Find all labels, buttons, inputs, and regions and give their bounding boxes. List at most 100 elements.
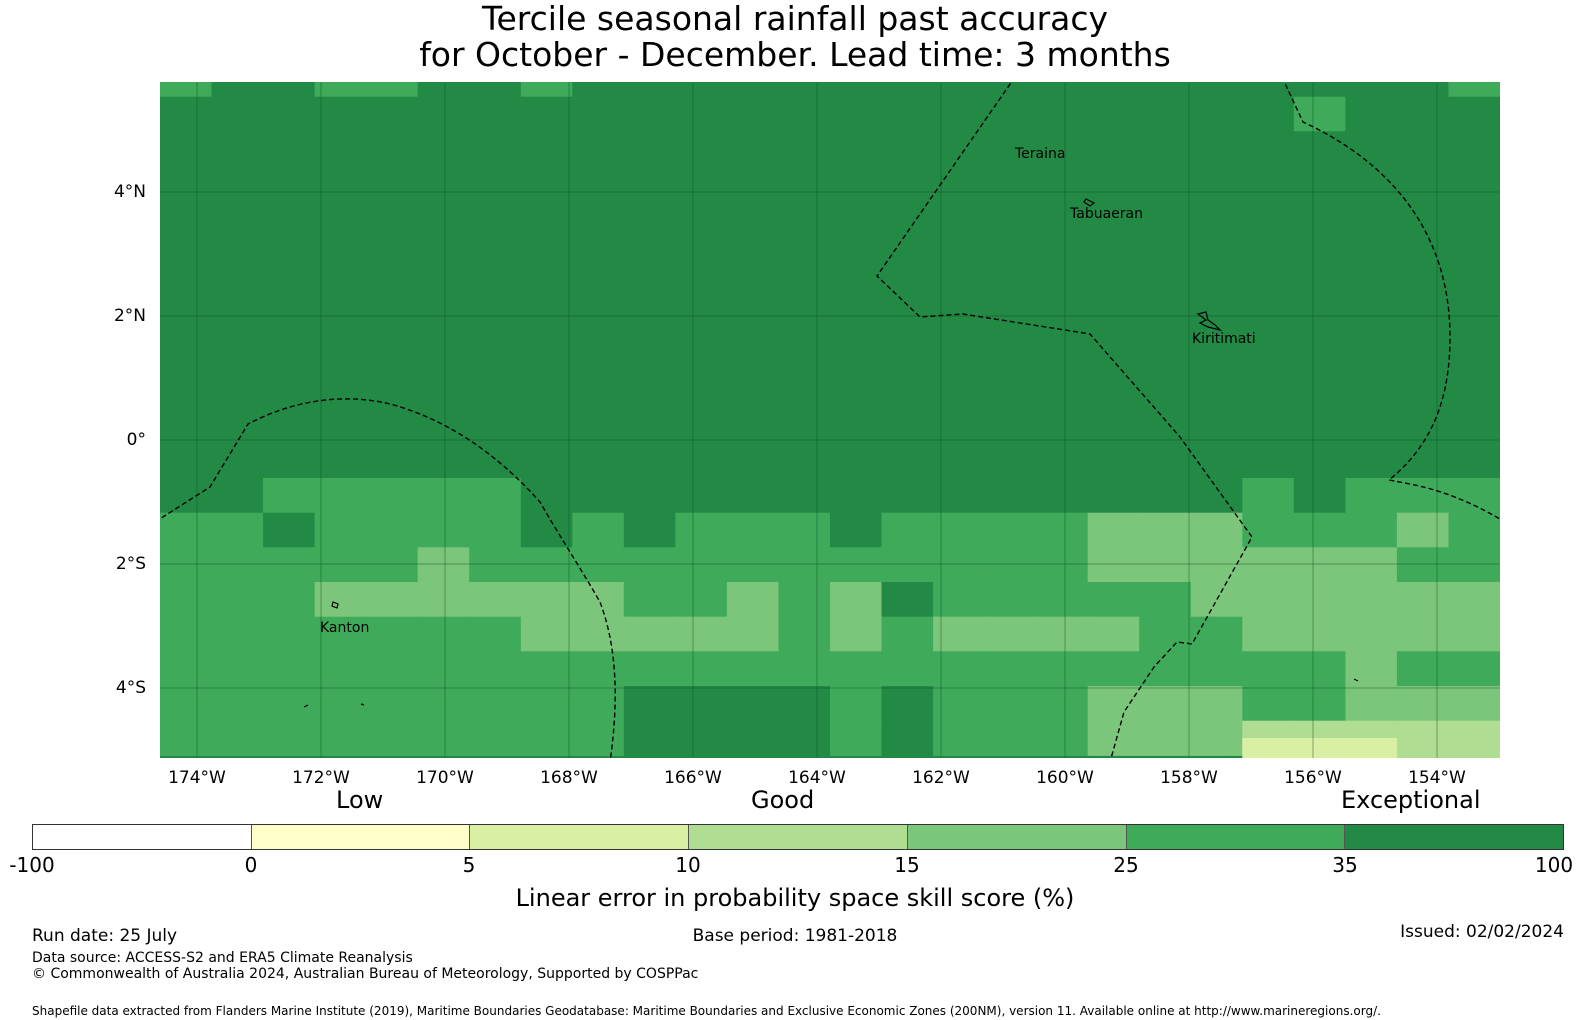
skill-cell [675,374,728,410]
skill-cell [314,720,367,756]
skill-cell [881,131,934,167]
skill-cell [1345,443,1398,479]
skill-cell [778,478,831,514]
skill-cell [1036,408,1089,444]
skill-cell [1036,547,1089,583]
skill-cell [1345,200,1398,236]
skill-cell [1190,82,1243,98]
skill-cell [469,235,522,271]
skill-cell [881,686,934,722]
skill-cell [778,374,831,410]
skill-cell [263,443,316,479]
skill-cell [675,96,728,132]
skill-cell [1139,96,1192,132]
skill-cell [1396,478,1449,514]
skill-cell [417,547,470,583]
skill-cell [933,720,986,756]
skill-cell [366,686,419,722]
skill-cell [1345,235,1398,271]
map-canvas [160,82,1500,758]
skill-cell [1139,166,1192,202]
skill-cell [778,582,831,618]
skill-cell [366,304,419,340]
skill-cell [1345,131,1398,167]
copyright: © Commonwealth of Australia 2024, Austra… [32,966,699,982]
skill-cell [881,339,934,375]
data-source: Data source: ACCESS-S2 and ERA5 Climate … [32,950,413,966]
skill-cell [1036,304,1089,340]
skill-cell [263,339,316,375]
skill-cell [314,408,367,444]
skill-cell [675,82,728,98]
colorbar-tick-label: 5 [462,853,476,877]
skill-cell [1345,82,1398,98]
skill-cell [572,304,625,340]
skill-cell [417,96,470,132]
skill-cell [1448,131,1500,167]
skill-cell [675,720,728,756]
colorbar-tick-label: 25 [1113,853,1139,877]
skill-cell [160,547,212,583]
skill-cell [263,651,316,687]
skill-cell [726,166,779,202]
skill-cell [1396,270,1449,306]
skill-cell [520,408,573,444]
skill-cell [623,651,676,687]
skill-cell [520,82,573,98]
skill-cell [314,200,367,236]
skill-cell [263,408,316,444]
skill-cell [1293,131,1346,167]
skill-cell [417,582,470,618]
skill-cell [1139,339,1192,375]
legend-category-low: Low [336,786,384,814]
skill-cell [1448,304,1500,340]
skill-cell [1448,200,1500,236]
skill-cell [417,166,470,202]
skill-cell [623,339,676,375]
skill-cell [263,304,316,340]
skill-cell [675,686,728,722]
skill-cell [211,304,264,340]
skill-cell [933,651,986,687]
skill-cell [366,374,419,410]
skill-cell [366,443,419,479]
skill-cell [984,304,1037,340]
skill-cell [469,512,522,548]
skill-cell [1139,131,1192,167]
lon-label: 172°W [292,768,350,788]
skill-cell [1396,235,1449,271]
skill-cell [211,270,264,306]
skill-cell [469,686,522,722]
skill-cell [1036,582,1089,618]
skill-cell [1448,547,1500,583]
skill-cell [726,512,779,548]
kiritimati-island [1196,311,1222,332]
skill-cell [1139,720,1192,756]
skill-cell [263,131,316,167]
lon-label: 154°W [1408,768,1466,788]
skill-cell [1448,166,1500,202]
colorbar-tick-label: 0 [244,853,258,877]
lon-label: 158°W [1160,768,1218,788]
skill-cell [1190,582,1243,618]
skill-cell [1242,235,1295,271]
skill-cell [1190,408,1243,444]
lon-label: 166°W [664,768,722,788]
skill-cell [314,166,367,202]
skill-cell [314,82,367,98]
base-period: Base period: 1981-2018 [692,926,898,946]
skill-cell [984,478,1037,514]
skill-cell [520,166,573,202]
skill-cell [623,408,676,444]
skill-cell [1293,374,1346,410]
skill-cell [1139,616,1192,652]
skill-cell [726,582,779,618]
eez-boundary-phoenix [160,398,616,758]
skill-cell [1087,478,1140,514]
skill-cell [1139,478,1192,514]
skill-cell [314,686,367,722]
skill-cell [572,270,625,306]
skill-cell [1190,512,1243,548]
skill-cell [881,512,934,548]
skill-cell [726,82,779,98]
